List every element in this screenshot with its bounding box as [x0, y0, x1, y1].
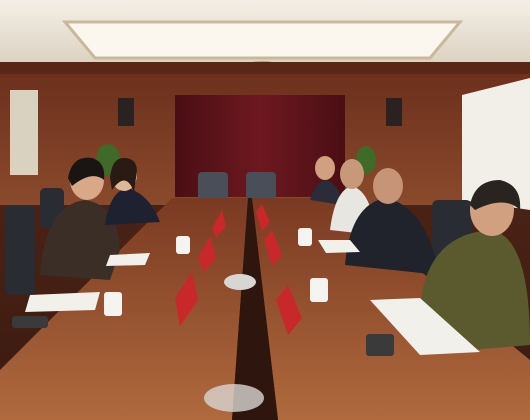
glass-bowl — [204, 384, 264, 412]
body — [40, 200, 120, 280]
device — [366, 334, 394, 356]
cup — [310, 278, 328, 302]
cups — [104, 228, 328, 316]
body — [420, 230, 530, 350]
phone — [12, 316, 48, 328]
body — [105, 188, 160, 225]
body — [345, 198, 440, 275]
person-right-4 — [420, 180, 530, 350]
person-right-1 — [310, 156, 342, 205]
head — [340, 159, 364, 189]
name-card — [256, 204, 270, 232]
table-gap — [232, 198, 278, 420]
name-card — [276, 285, 302, 335]
name-cards — [175, 204, 302, 335]
cup — [298, 228, 312, 246]
person-right-3 — [345, 168, 440, 275]
paper — [106, 253, 150, 266]
glass-bowl — [224, 274, 256, 290]
cup — [104, 292, 122, 316]
wall-trim — [0, 62, 530, 74]
paper — [25, 292, 100, 312]
name-card — [264, 230, 282, 266]
ceiling-recess — [61, 20, 464, 60]
hair — [110, 157, 137, 192]
wall-panel — [10, 90, 38, 175]
speaker-right — [386, 98, 402, 126]
body — [310, 180, 342, 205]
name-card — [212, 210, 226, 238]
person-left-2 — [105, 157, 160, 225]
hair — [68, 157, 105, 186]
chair — [246, 172, 276, 200]
chair — [198, 172, 228, 200]
head — [315, 156, 335, 180]
paper — [318, 240, 360, 253]
head — [373, 168, 403, 204]
speaker-left — [118, 98, 134, 126]
window — [462, 78, 530, 210]
person-left-1 — [40, 157, 120, 280]
hair — [470, 180, 521, 210]
name-card — [198, 236, 216, 272]
paper — [370, 298, 480, 355]
name-card — [175, 272, 198, 326]
documents — [25, 240, 480, 355]
cup — [176, 236, 190, 254]
chair — [5, 205, 35, 295]
